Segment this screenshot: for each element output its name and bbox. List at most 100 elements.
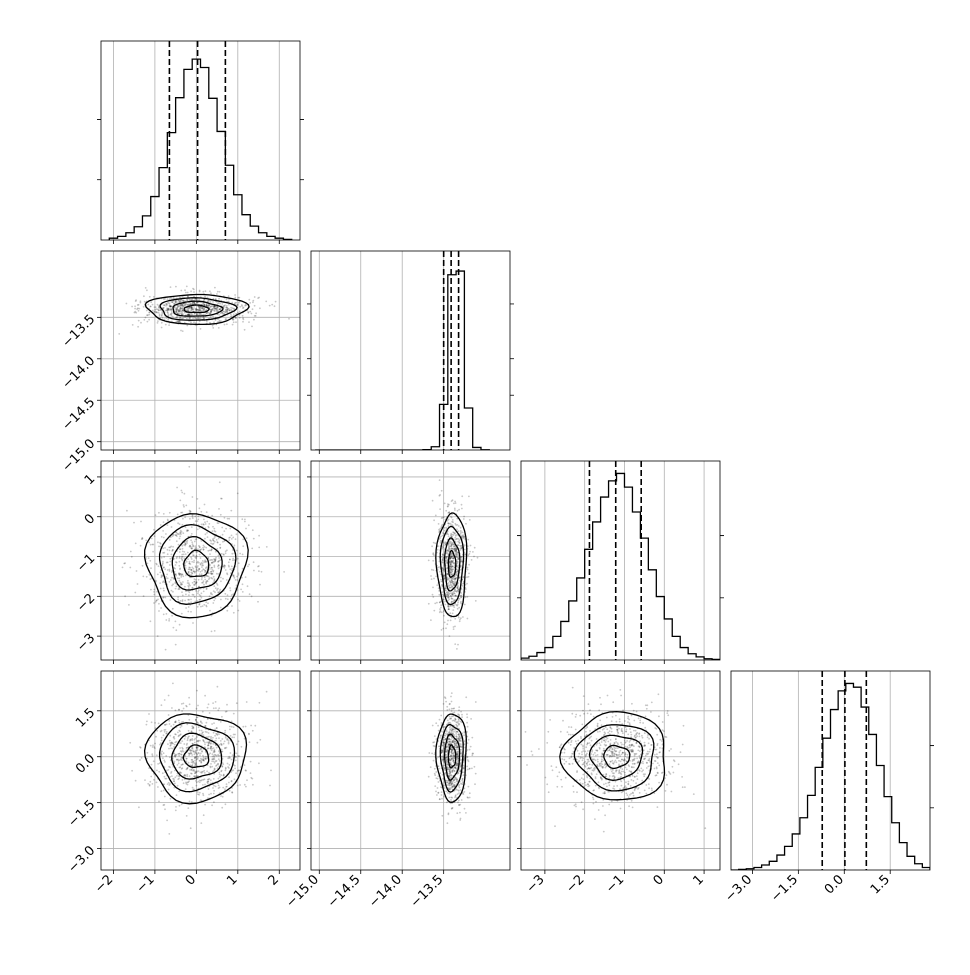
scatter-point [226, 783, 228, 785]
scatter-point [190, 547, 192, 549]
scatter-point [202, 784, 204, 786]
scatter-point [467, 759, 469, 761]
scatter-point [609, 730, 611, 732]
scatter-point [461, 508, 463, 510]
scatter-point [258, 762, 260, 764]
scatter-point [450, 718, 452, 720]
scatter-point [219, 547, 221, 549]
scatter-point [447, 506, 449, 508]
scatter-point [451, 737, 453, 739]
scatter-point [432, 552, 434, 554]
scatter-point [450, 563, 452, 565]
scatter-point [218, 327, 220, 329]
scatter-point [158, 565, 160, 567]
scatter-point [231, 759, 233, 761]
scatter-point [450, 584, 452, 586]
scatter-point [153, 591, 155, 593]
scatter-point [138, 806, 140, 808]
scatter-point [225, 711, 227, 713]
scatter-point [237, 558, 239, 560]
scatter-point [184, 600, 186, 602]
scatter-point [445, 701, 447, 703]
scatter-point [196, 570, 198, 572]
scatter-point [450, 799, 452, 801]
scatter-point [241, 746, 243, 748]
scatter-point [441, 759, 443, 761]
scatter-point [194, 317, 196, 319]
scatter-point [178, 720, 180, 722]
scatter-point [451, 500, 453, 502]
scatter-point [452, 521, 454, 523]
scatter-point [126, 510, 128, 512]
scatter-point [233, 321, 235, 323]
scatter-point [212, 327, 214, 329]
scatter-point [460, 527, 462, 529]
scatter-point [222, 313, 224, 315]
scatter-point [216, 308, 218, 310]
scatter-point [471, 559, 473, 561]
scatter-point [165, 324, 167, 326]
scatter-point [170, 309, 172, 311]
scatter-point [186, 318, 188, 320]
scatter-point [208, 523, 210, 525]
scatter-point [189, 561, 191, 563]
scatter-point [134, 308, 136, 310]
scatter-point [225, 528, 227, 530]
scatter-point [189, 769, 191, 771]
scatter-point [435, 791, 437, 793]
scatter-point [433, 554, 435, 556]
scatter-point [194, 313, 196, 315]
scatter-point [223, 554, 225, 556]
scatter-point [168, 720, 170, 722]
scatter-point [162, 561, 164, 563]
scatter-point [182, 599, 184, 601]
scatter-point [135, 312, 137, 314]
scatter-point [450, 566, 452, 568]
scatter-point [450, 785, 452, 787]
scatter-point [204, 772, 206, 774]
scatter-point [179, 523, 181, 525]
scatter-point [454, 537, 456, 539]
scatter-point [446, 760, 448, 762]
scatter-point [208, 741, 210, 743]
scatter-point [168, 782, 170, 784]
scatter-point [193, 306, 195, 308]
scatter-point [433, 578, 435, 580]
scatter-point [455, 502, 457, 504]
scatter-point [455, 577, 457, 579]
scatter-point [212, 737, 214, 739]
scatter-point [160, 607, 162, 609]
scatter-point [213, 528, 215, 530]
scatter-point [218, 314, 220, 316]
scatter-point [218, 522, 220, 524]
scatter-point [234, 297, 236, 299]
scatter-point [158, 610, 160, 612]
scatter-point [174, 301, 176, 303]
scatter-point [458, 792, 460, 794]
scatter-point [123, 563, 125, 565]
scatter-point [435, 722, 437, 724]
scatter-point [447, 534, 449, 536]
scatter-point [143, 595, 145, 597]
scatter-point [202, 755, 204, 757]
scatter-point [173, 303, 175, 305]
scatter-point [171, 577, 173, 579]
scatter-point [193, 769, 195, 771]
scatter-point [187, 580, 189, 582]
scatter-point [192, 517, 194, 519]
panel-frame [521, 461, 720, 660]
scatter-point [145, 540, 147, 542]
scatter-point [173, 724, 175, 726]
scatter-point [178, 309, 180, 311]
scatter-point [179, 531, 181, 533]
scatter-point [232, 537, 234, 539]
histogram-panel-2 [517, 461, 724, 660]
scatter-point [236, 302, 238, 304]
scatter-point [461, 780, 463, 782]
scatter-point [211, 562, 213, 564]
scatter-point [460, 746, 462, 748]
scatter-point [141, 757, 143, 759]
scatter-point [230, 313, 232, 315]
panel-frame [731, 671, 930, 870]
scatter-point [242, 321, 244, 323]
